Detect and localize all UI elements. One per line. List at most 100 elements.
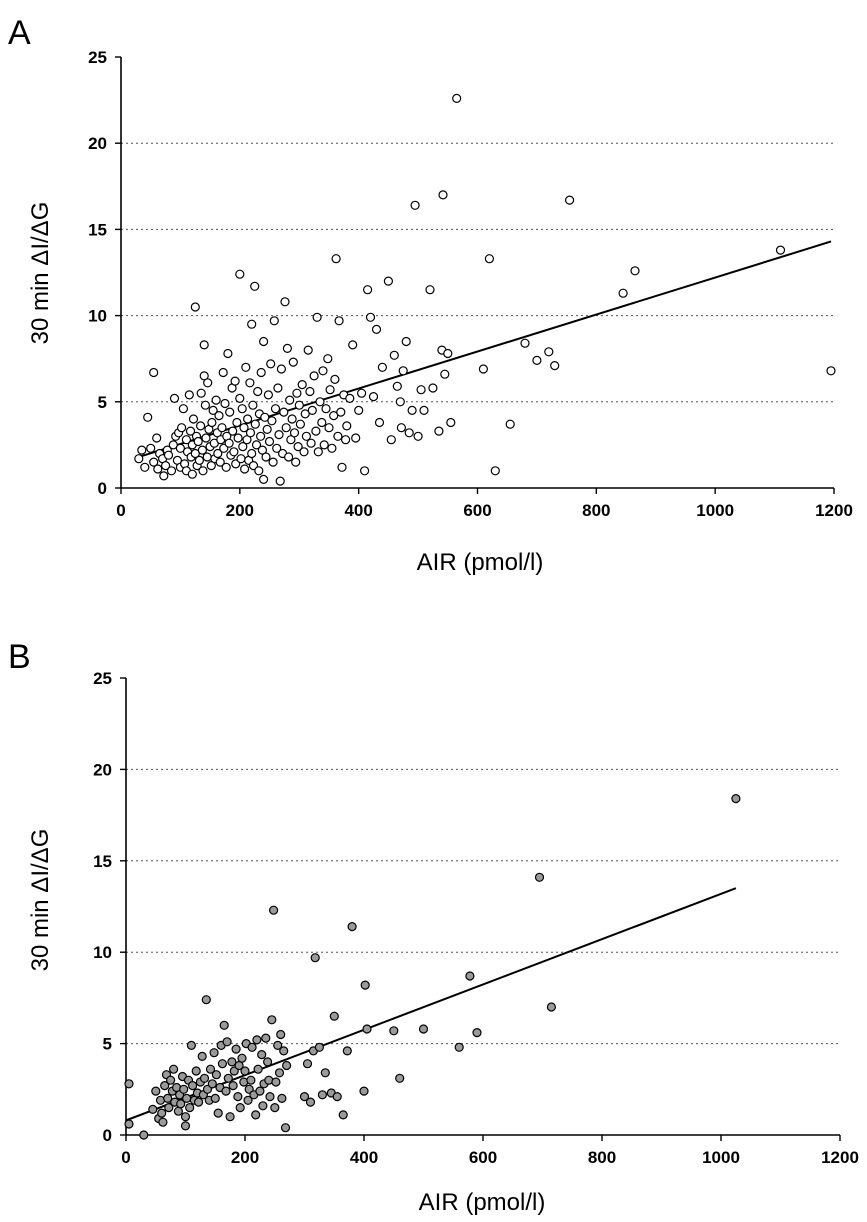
data-point-a <box>323 354 333 364</box>
data-point-a <box>295 419 305 429</box>
data-point-a <box>153 464 163 474</box>
data-point-b <box>157 1108 167 1118</box>
data-point-b <box>305 1097 316 1107</box>
data-point-b <box>253 1064 263 1074</box>
data-point-a <box>193 436 203 447</box>
data-point-a <box>232 417 242 428</box>
x-tick-label-b: 200 <box>231 1148 259 1167</box>
data-point-b <box>166 1075 176 1085</box>
data-point-b <box>251 1110 261 1120</box>
data-point-a <box>229 447 239 457</box>
data-point-a <box>564 195 575 205</box>
data-point-b <box>179 1084 189 1094</box>
data-point-a <box>544 347 554 357</box>
data-point-b <box>169 1064 179 1074</box>
data-point-a <box>259 336 269 347</box>
data-point-a <box>325 385 335 395</box>
data-point-a <box>263 390 273 400</box>
data-point-a <box>550 361 560 371</box>
data-point-a <box>404 428 414 438</box>
data-point-a <box>389 350 399 360</box>
data-point-b <box>454 1042 464 1052</box>
data-point-b <box>222 1037 232 1047</box>
data-point-b <box>359 1086 369 1096</box>
data-point-b <box>362 1024 372 1034</box>
data-point-a <box>309 371 319 381</box>
data-point-b <box>310 953 320 963</box>
data-point-a <box>257 445 267 455</box>
data-point-a <box>374 417 385 428</box>
data-point-b <box>207 1079 217 1089</box>
data-point-a <box>357 388 367 398</box>
data-point-b <box>418 1024 429 1034</box>
data-point-a <box>345 393 355 403</box>
data-point-a <box>140 462 150 472</box>
data-point-a <box>410 200 420 210</box>
data-point-a <box>264 436 275 447</box>
data-point-b <box>261 1033 271 1043</box>
data-point-a <box>272 443 282 453</box>
data-point-b <box>160 1080 170 1091</box>
data-point-a <box>292 388 302 398</box>
data-point-a <box>245 378 255 388</box>
data-point-a <box>235 269 245 279</box>
data-point-a <box>266 359 276 369</box>
y-tick-label-a: 20 <box>88 134 107 153</box>
data-point-b <box>124 1079 134 1089</box>
data-point-a <box>259 474 269 484</box>
data-point-a <box>211 395 221 405</box>
x-tick-label-b: 1000 <box>702 1148 740 1167</box>
data-point-a <box>318 366 328 376</box>
data-point-a <box>248 400 258 410</box>
data-point-a <box>233 433 243 443</box>
data-point-a <box>319 440 329 450</box>
data-point-b <box>263 1057 273 1067</box>
data-point-b <box>342 1046 352 1056</box>
data-point-b <box>247 1042 257 1052</box>
data-point-a <box>354 405 364 415</box>
data-point-a <box>161 461 171 471</box>
data-point-a <box>149 367 159 378</box>
data-point-b <box>158 1117 168 1127</box>
data-point-a <box>250 419 260 429</box>
data-point-a <box>416 385 426 395</box>
data-point-a <box>194 455 204 465</box>
y-tick-label-b: 10 <box>93 943 112 962</box>
data-point-a <box>184 390 194 400</box>
x-tick-label-b: 800 <box>588 1148 616 1167</box>
data-point-a <box>187 469 197 479</box>
data-point-b <box>258 1101 268 1111</box>
data-point-a <box>313 447 323 457</box>
data-point-a <box>137 445 147 455</box>
data-point-a <box>199 340 209 350</box>
data-point-a <box>197 445 207 455</box>
data-point-a <box>398 366 408 376</box>
data-point-a <box>520 338 530 348</box>
data-point-a <box>146 443 156 453</box>
data-point-a <box>243 414 253 424</box>
data-point-a <box>775 245 786 255</box>
data-point-a <box>200 400 210 410</box>
data-point-a <box>294 400 304 410</box>
data-point-a <box>230 376 240 386</box>
data-point-a <box>228 426 238 436</box>
data-point-a <box>301 431 311 441</box>
data-point-a <box>239 423 249 433</box>
data-point-a <box>247 319 257 329</box>
data-point-a <box>196 388 206 398</box>
x-tick-label-a: 200 <box>226 501 254 520</box>
data-point-b <box>148 1104 158 1115</box>
data-point-b <box>243 1095 253 1105</box>
data-point-b <box>151 1086 161 1096</box>
data-point-b <box>240 1066 250 1076</box>
data-point-b <box>199 1073 210 1083</box>
data-point-a <box>260 412 270 422</box>
data-point-a <box>214 411 224 421</box>
data-point-b <box>228 1080 238 1091</box>
data-point-a <box>365 312 376 322</box>
data-point-a <box>276 364 286 374</box>
data-point-a <box>446 417 456 428</box>
data-point-a <box>505 419 515 429</box>
data-point-a <box>279 407 289 417</box>
data-point-a <box>223 348 233 359</box>
